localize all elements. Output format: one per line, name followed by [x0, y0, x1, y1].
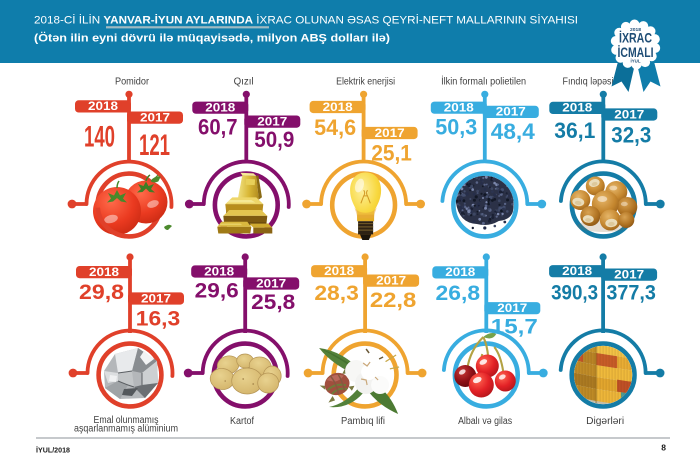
svg-text:2017: 2017: [141, 293, 171, 305]
svg-text:Albalı və gilas: Albalı və gilas: [458, 416, 512, 427]
svg-text:2018-Cİ İLİN YANVAR-İYUN AYLAR: 2018-Cİ İLİN YANVAR-İYUN AYLARINDA İXRAC…: [34, 14, 578, 27]
svg-text:Fındıq ləpəsi: Fındıq ləpəsi: [563, 77, 614, 88]
svg-text:(Ötən ilin eyni dövrü ilə müqa: (Ötən ilin eyni dövrü ilə müqayisədə, mi…: [34, 32, 390, 45]
svg-text:48,4: 48,4: [491, 119, 536, 144]
svg-text:2017: 2017: [257, 116, 287, 128]
svg-text:Emal olunmamış: Emal olunmamış: [94, 415, 159, 426]
svg-text:2017: 2017: [375, 128, 405, 140]
svg-text:36,1: 36,1: [554, 118, 595, 143]
svg-text:377,3: 377,3: [606, 282, 656, 305]
svg-text:16,3: 16,3: [136, 307, 181, 330]
svg-text:2017: 2017: [256, 278, 286, 290]
svg-text:2017: 2017: [497, 303, 527, 315]
svg-text:140: 140: [84, 121, 115, 154]
svg-text:Digərləri: Digərləri: [586, 416, 624, 427]
svg-text:İYUL: İYUL: [631, 58, 641, 64]
svg-text:26,8: 26,8: [436, 282, 481, 305]
svg-text:2017: 2017: [614, 269, 644, 281]
svg-text:50,3: 50,3: [435, 115, 477, 140]
svg-text:2018: 2018: [88, 101, 119, 113]
svg-text:Pambıq lifi: Pambıq lifi: [341, 416, 385, 427]
svg-text:2018: 2018: [562, 103, 593, 115]
svg-text:50,9: 50,9: [254, 127, 294, 152]
svg-text:Elektrik enerjisi: Elektrik enerjisi: [336, 77, 395, 88]
svg-text:2018: 2018: [205, 103, 236, 115]
svg-text:2018: 2018: [89, 267, 120, 279]
svg-text:2017: 2017: [140, 112, 170, 124]
svg-text:aşqarlanmamış alüminium: aşqarlanmamış alüminium: [74, 424, 178, 435]
svg-text:İlkin formalı polietilen: İlkin formalı polietilen: [441, 75, 526, 88]
svg-text:15,7: 15,7: [491, 316, 538, 339]
svg-text:Qızıl: Qızıl: [234, 77, 254, 88]
svg-text:2018: 2018: [204, 266, 235, 278]
svg-text:121: 121: [139, 129, 170, 162]
svg-text:2018: 2018: [630, 27, 641, 32]
svg-text:29,8: 29,8: [79, 281, 124, 304]
svg-text:390,3: 390,3: [551, 282, 598, 305]
svg-text:İXRAC: İXRAC: [619, 30, 652, 46]
svg-text:25,8: 25,8: [251, 291, 295, 314]
svg-text:Pomidor: Pomidor: [115, 77, 150, 88]
svg-text:29,6: 29,6: [195, 279, 239, 302]
svg-text:8: 8: [661, 443, 666, 453]
svg-text:25,1: 25,1: [371, 141, 412, 166]
svg-text:2018: 2018: [323, 102, 354, 114]
svg-text:22,8: 22,8: [370, 289, 417, 312]
svg-text:2017: 2017: [614, 109, 644, 121]
svg-text:İCMALI: İCMALI: [618, 44, 654, 60]
svg-text:2017: 2017: [496, 107, 526, 119]
svg-text:2018: 2018: [444, 103, 475, 115]
svg-text:2018: 2018: [562, 266, 593, 278]
svg-text:32,3: 32,3: [611, 122, 651, 147]
svg-text:2017: 2017: [376, 275, 406, 287]
svg-text:2018: 2018: [324, 266, 355, 278]
svg-text:54,6: 54,6: [314, 115, 356, 140]
svg-text:İYUL/2018: İYUL/2018: [36, 446, 70, 455]
svg-text:28,3: 28,3: [314, 282, 359, 305]
svg-text:60,7: 60,7: [198, 114, 238, 139]
svg-text:2018: 2018: [445, 267, 476, 279]
svg-text:Kartof: Kartof: [230, 416, 254, 427]
